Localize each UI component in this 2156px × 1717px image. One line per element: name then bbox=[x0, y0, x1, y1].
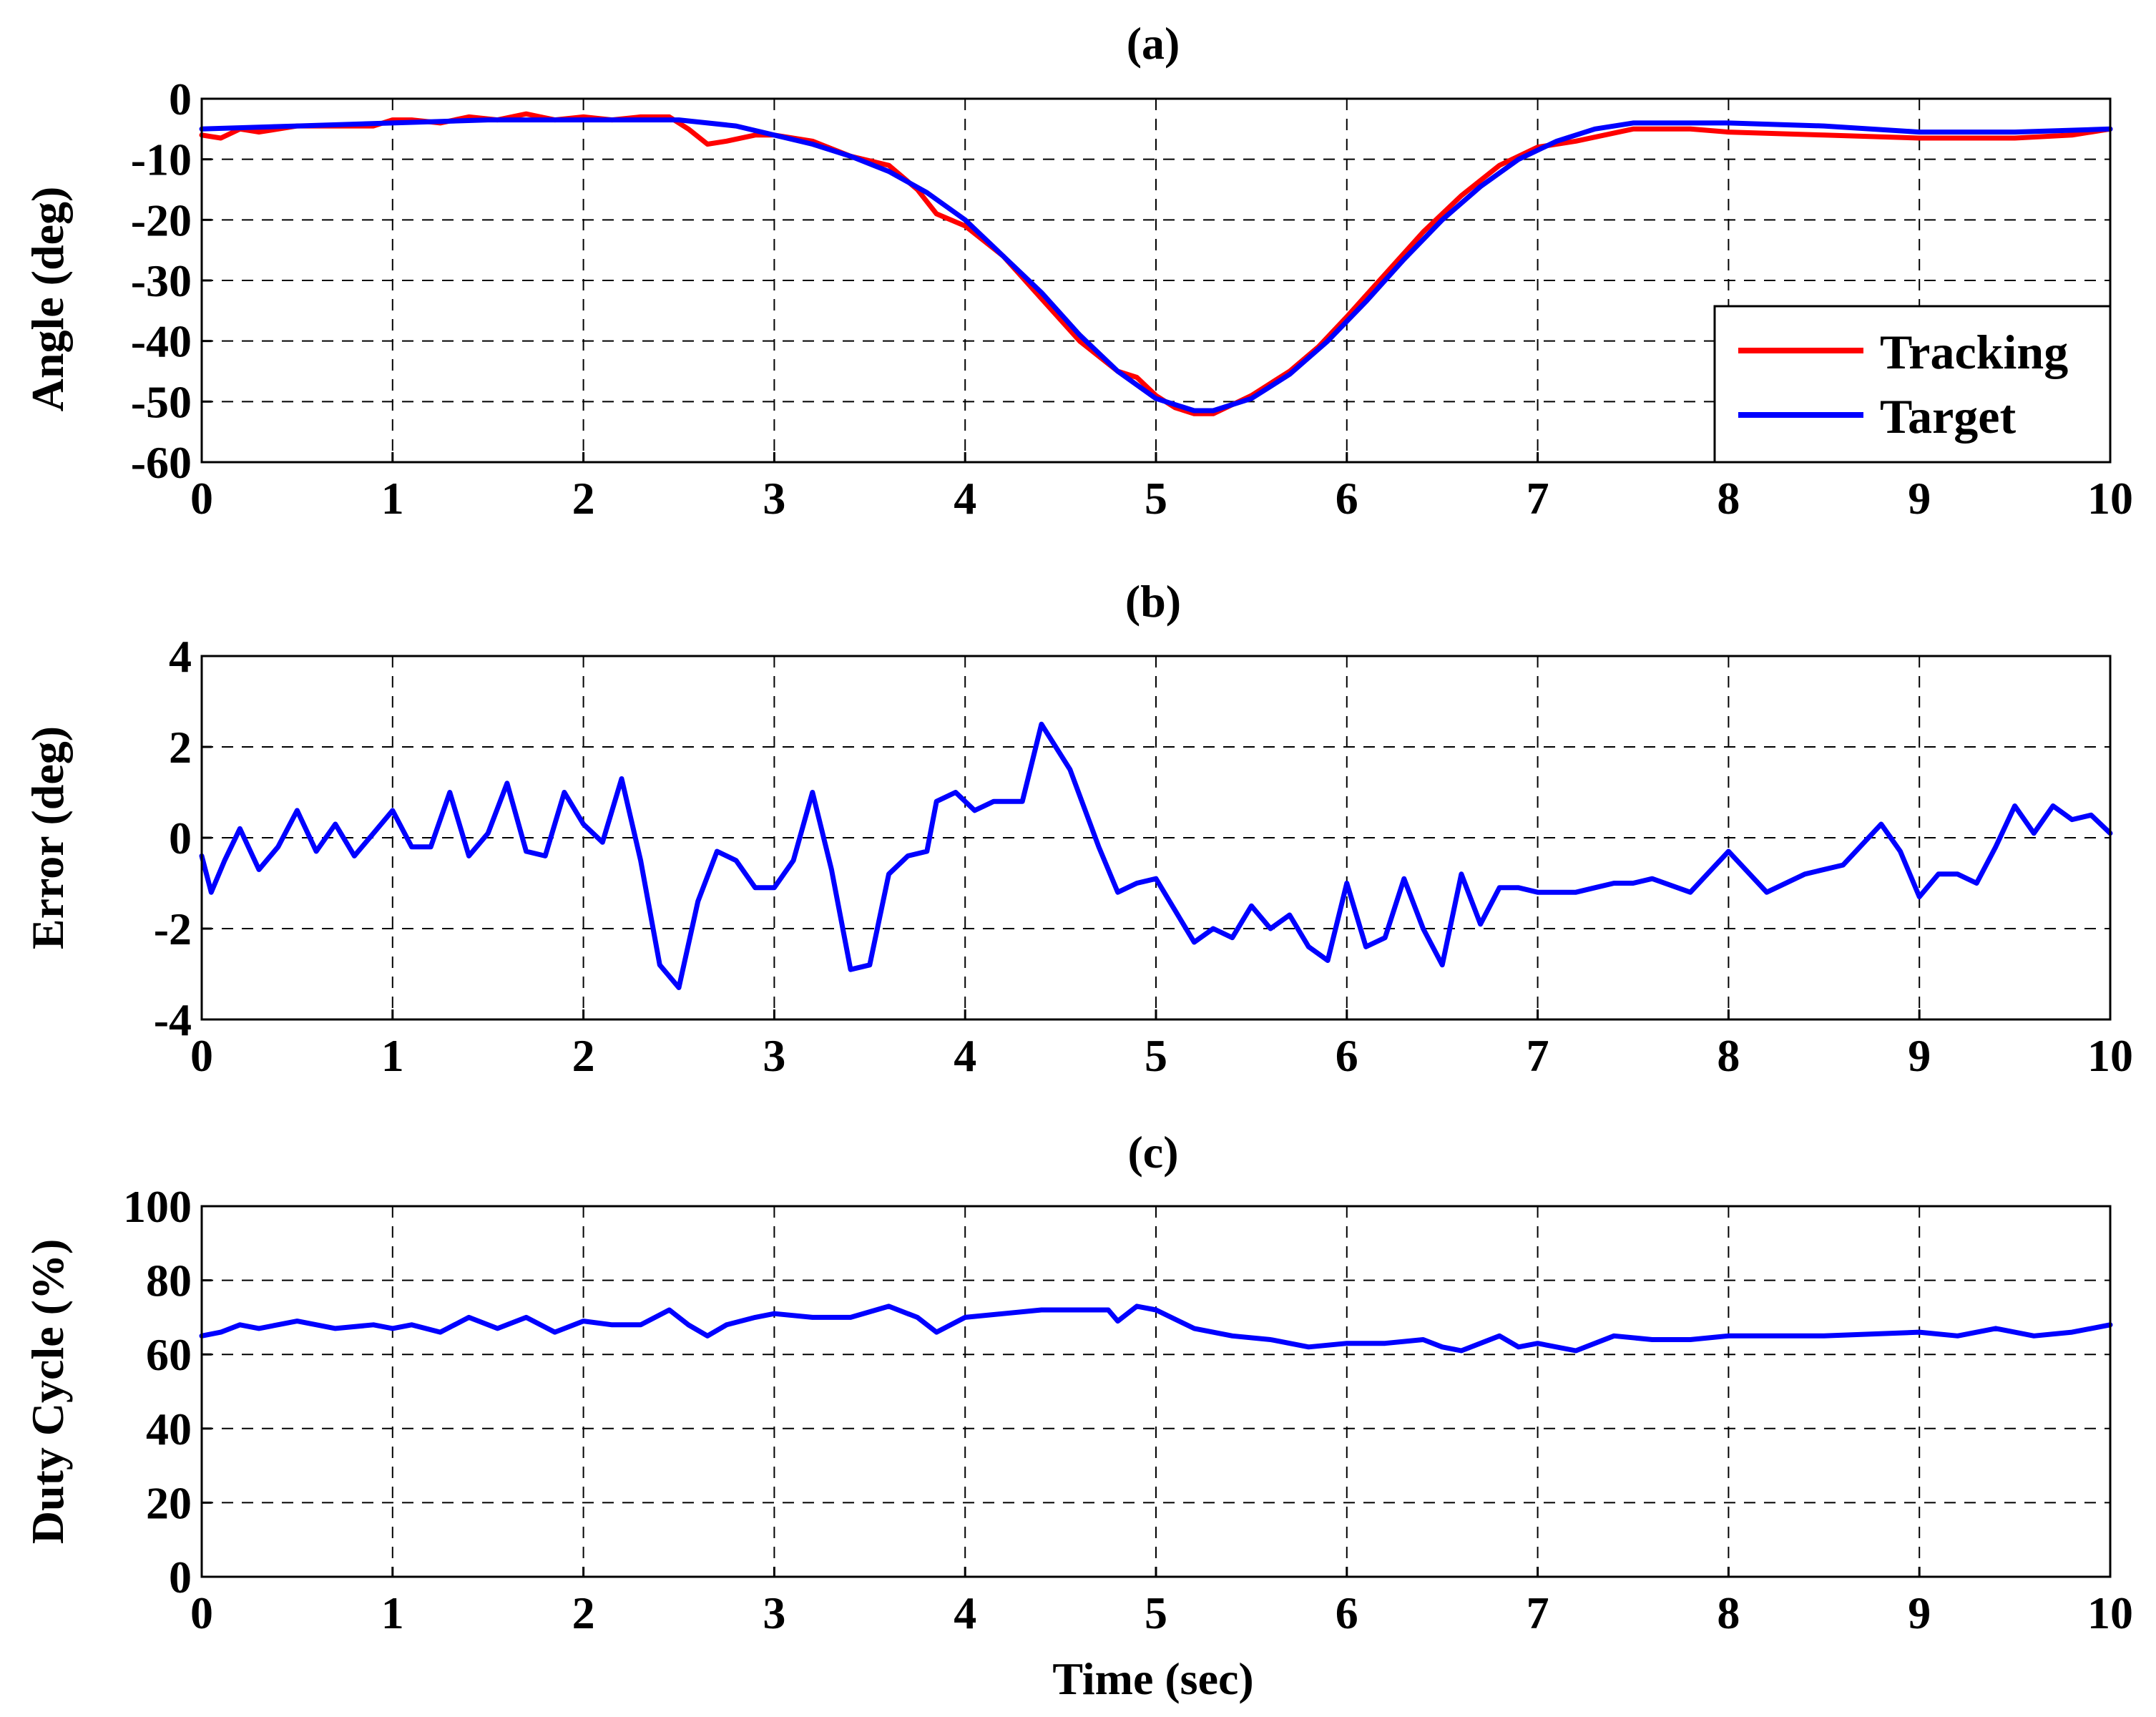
panel-b-ytick-label: -2 bbox=[154, 904, 192, 954]
panel-a-title: (a) bbox=[1127, 18, 1180, 69]
panel-b-xtick-label: 3 bbox=[763, 1030, 785, 1081]
legend-box bbox=[1713, 305, 2112, 464]
legend-target-label: Target bbox=[1880, 389, 2016, 444]
panel-b-title: (b) bbox=[1125, 576, 1181, 627]
panel-a-xtick-label: 2 bbox=[572, 473, 595, 524]
panel-a-xtick-label: 7 bbox=[1527, 473, 1549, 524]
panel-c-xtick-label: 6 bbox=[1336, 1588, 1358, 1638]
panel-c-xtick-label: 7 bbox=[1527, 1588, 1549, 1638]
panel-c-xtick-label: 4 bbox=[954, 1588, 976, 1638]
panel-b-frame bbox=[200, 655, 2112, 1021]
panel-c-xtick-label: 1 bbox=[381, 1588, 404, 1638]
panel-b-xtick-label: 7 bbox=[1527, 1030, 1549, 1081]
panel-c-xtick-label: 2 bbox=[572, 1588, 595, 1638]
legend-tracking-label: Tracking bbox=[1880, 325, 2068, 379]
panel-b-ytick-label: -4 bbox=[154, 994, 192, 1045]
panel-c: (c) Duty Cycle (%) 0 1 2 3 4 5 6 7 8 9 10 100 80 60 40… bbox=[22, 1127, 2133, 1704]
panel-b-xtick-label: 2 bbox=[572, 1030, 595, 1081]
panel-a: (a) Angle (deg) 0 1 2 3 4 5 6 7 8 9 10 0 -10 -20 -30 -4… bbox=[22, 18, 2133, 524]
panel-a-xtick-label: 4 bbox=[954, 473, 976, 524]
panel-c-ytick-label: 20 bbox=[146, 1477, 192, 1528]
panel-a-xtick-label: 0 bbox=[190, 473, 213, 524]
panel-a-series-target bbox=[199, 117, 2113, 414]
panel-b-ylabel: Error (deg) bbox=[22, 726, 73, 949]
panel-b-xtick-label: 6 bbox=[1336, 1030, 1358, 1081]
panel-a-xtick-label: 10 bbox=[2087, 473, 2133, 524]
panel-a-ytick-label: -10 bbox=[131, 134, 192, 185]
panel-c-xtick-label: 3 bbox=[763, 1588, 785, 1638]
panel-c-xtick-label: 0 bbox=[190, 1588, 213, 1638]
panel-b-series-error bbox=[199, 721, 2113, 990]
panel-a-xtick-label: 5 bbox=[1145, 473, 1167, 524]
panel-a-ytick-label: -20 bbox=[131, 195, 192, 245]
panel-b-ytick-label: 0 bbox=[169, 813, 192, 864]
panel-c-ytick-label: 0 bbox=[169, 1552, 192, 1603]
panel-c-series-duty-cycle bbox=[199, 1303, 2113, 1354]
panel-b: (b) Error (deg) 0 1 2 3 4 5 6 7 8 9 10 4 2 0 -2 -4 bbox=[22, 576, 2133, 1081]
panel-c-ytick-label: 100 bbox=[123, 1181, 192, 1232]
panel-c-ytick-label: 60 bbox=[146, 1329, 192, 1380]
panel-a-ytick-label: -60 bbox=[131, 437, 192, 488]
panel-a-ytick-label: -30 bbox=[131, 255, 192, 306]
panel-b-xtick-label: 1 bbox=[381, 1030, 404, 1081]
panel-a-xtick-label: 1 bbox=[381, 473, 404, 524]
panel-c-xtick-label: 5 bbox=[1145, 1588, 1167, 1638]
panel-c-title: (c) bbox=[1127, 1127, 1178, 1178]
panel-a-xtick-label: 9 bbox=[1908, 473, 1931, 524]
panel-b-ytick-label: 2 bbox=[169, 722, 192, 773]
panel-b-ytick-label: 4 bbox=[169, 631, 192, 682]
panel-a-ytick-label: -40 bbox=[131, 316, 192, 367]
panel-c-ylabel: Duty Cycle (%) bbox=[22, 1239, 73, 1545]
panel-b-xtick-label: 8 bbox=[1717, 1030, 1740, 1081]
panel-b-xtick-label: 5 bbox=[1145, 1030, 1167, 1081]
panel-a-ytick-label: -50 bbox=[131, 376, 192, 427]
panel-c-xlabel: Time (sec) bbox=[1052, 1653, 1253, 1704]
panel-a-frame bbox=[200, 97, 2112, 464]
panel-c-ytick-label: 40 bbox=[146, 1404, 192, 1454]
panel-b-xtick-label: 10 bbox=[2087, 1030, 2133, 1081]
legend: Tracking Target bbox=[1713, 305, 2112, 464]
panel-b-xtick-label: 9 bbox=[1908, 1030, 1931, 1081]
panel-c-ytick-label: 80 bbox=[146, 1256, 192, 1306]
panel-a-xtick-label: 3 bbox=[763, 473, 785, 524]
panel-a-ylabel: Angle (deg) bbox=[22, 187, 73, 412]
panel-a-ytick-label: 0 bbox=[169, 74, 192, 124]
panel-b-xtick-label: 0 bbox=[190, 1030, 213, 1081]
panel-b-xtick-label: 4 bbox=[954, 1030, 976, 1081]
panel-c-xtick-label: 9 bbox=[1908, 1588, 1931, 1638]
panel-c-xtick-label: 10 bbox=[2087, 1588, 2133, 1638]
panel-a-xtick-label: 6 bbox=[1336, 473, 1358, 524]
panel-a-xtick-label: 8 bbox=[1717, 473, 1740, 524]
panel-c-frame bbox=[200, 1205, 2112, 1578]
panel-c-xtick-label: 8 bbox=[1717, 1588, 1740, 1638]
